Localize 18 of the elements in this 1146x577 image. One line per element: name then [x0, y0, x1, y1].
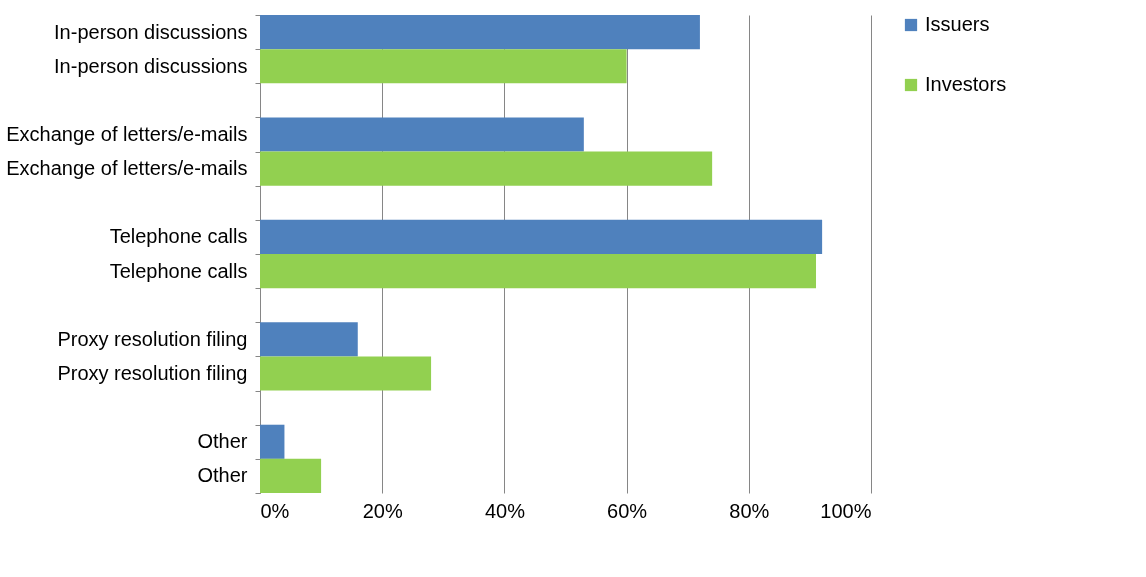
- x-tick-label: 80%: [729, 499, 770, 522]
- y-tick-label: Other: [197, 430, 248, 453]
- y-tick-label: Proxy resolution filing: [57, 327, 248, 350]
- y-tick-label: Exchange of letters/e-mails: [6, 123, 248, 145]
- y-tick-label: Exchange of letters/e-mails: [6, 157, 248, 180]
- legend-label: Issuers: [925, 13, 990, 35]
- y-tick-label: In-person discussions: [54, 20, 248, 43]
- legend-label: Investors: [925, 73, 1007, 95]
- y-tick-label: Proxy resolution filing: [57, 362, 248, 384]
- y-tick-label: Telephone calls: [109, 225, 248, 248]
- x-tick-label: 20%: [362, 499, 403, 522]
- y-tick-label: In-person discussions: [54, 54, 248, 77]
- x-tick-label: 40%: [484, 499, 526, 522]
- y-tick-label: Telephone calls: [109, 259, 248, 282]
- x-tick-label: 100%: [820, 499, 872, 522]
- x-tick-label: 60%: [607, 499, 648, 522]
- x-tick-label: 0%: [260, 499, 290, 522]
- y-tick-label: Other: [197, 464, 248, 487]
